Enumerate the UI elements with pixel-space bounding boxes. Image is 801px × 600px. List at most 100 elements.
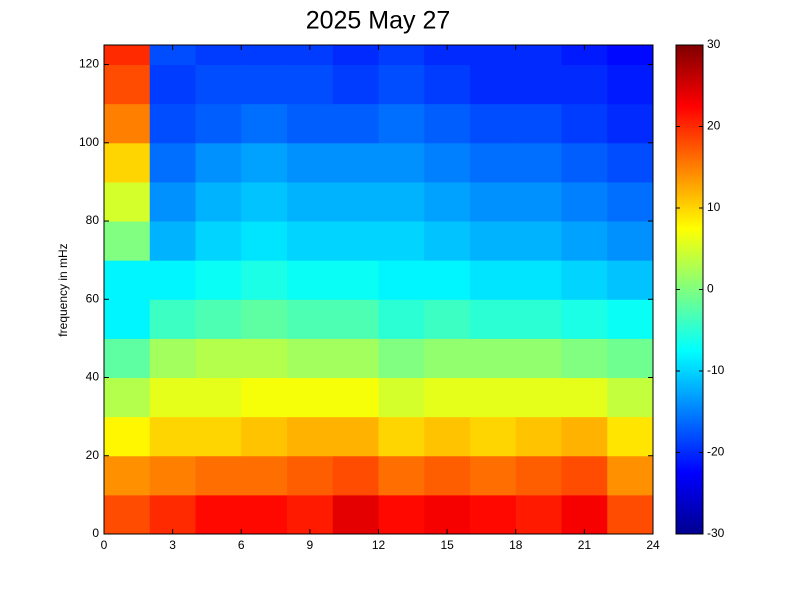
heatmap-cell [241,142,288,183]
y-tick-label: 120 [79,57,99,71]
heatmap-cell [149,377,196,418]
colorbar-tick-label: 10 [707,200,721,214]
heatmap-cell [104,142,151,183]
heatmap-cell [287,103,334,144]
heatmap-cell [149,142,196,183]
heatmap-cell [561,221,608,261]
heatmap-cell [470,377,517,418]
heatmap-cell [195,416,242,457]
heatmap-cell [515,103,562,144]
heatmap-cell [287,142,334,183]
heatmap-cell [104,377,151,418]
heatmap-cell [515,260,562,300]
heatmap-cell [424,338,471,379]
heatmap-cell [515,181,562,222]
x-tick-label: 18 [509,538,523,552]
heatmap-cell [607,64,654,105]
heatmap-cell [424,416,471,457]
heatmap-cell [424,221,471,261]
y-tick-label: 60 [86,291,100,305]
colorbar-tick-label: 20 [707,119,721,133]
x-tick-label: 12 [372,538,386,552]
heatmap-cell [470,260,517,300]
heatmap-cell [561,377,608,418]
heatmap-cell [515,416,562,457]
heatmap-cell [104,221,151,261]
heatmap-cell [378,181,425,222]
heatmap-cell [561,455,608,496]
heatmap-cell [378,260,425,300]
heatmap-cell [104,45,151,66]
heatmap-cell [561,142,608,183]
heatmap-cell [561,103,608,144]
heatmap-cell [104,260,151,300]
colorbar-tick-label: -20 [707,445,725,459]
heatmap-cell [470,494,517,535]
heatmap-cell [287,455,334,496]
heatmap-cell [470,142,517,183]
chart-title: 2025 May 27 [306,7,451,35]
heatmap-cell [332,260,379,300]
heatmap-cell [515,377,562,418]
heatmap-cell [287,416,334,457]
y-tick-label: 80 [86,213,100,227]
heatmap-cell [332,103,379,144]
heatmap-cell [515,338,562,379]
heatmap-cell [195,299,242,339]
heatmap-cell [149,103,196,144]
heatmap-cell [378,377,425,418]
heatmap-cell [424,142,471,183]
heatmap-cell [287,494,334,535]
heatmap-cell [195,260,242,300]
heatmap-cell [195,494,242,535]
heatmap-cell [104,299,151,339]
heatmap-cell [424,260,471,300]
heatmap-cell [607,299,654,339]
y-tick-label: 100 [79,135,99,149]
heatmap-cell [515,64,562,105]
heatmap-cell [561,494,608,535]
heatmap-cell [607,260,654,300]
colorbar-tick-label: 0 [707,282,714,296]
heatmap-cell [287,338,334,379]
heatmap-cell [607,494,654,535]
heatmap-cell [149,181,196,222]
heatmap-cell [515,142,562,183]
heatmap-cell [332,416,379,457]
heatmap-cell [378,455,425,496]
heatmap-cell [332,377,379,418]
heatmap-cell [424,45,471,66]
heatmap-cell [607,416,654,457]
heatmap-cell [378,338,425,379]
heatmap-cell [378,45,425,66]
colorbar-tick-label: 30 [707,37,721,51]
colorbar-tick-label: -10 [707,363,725,377]
heatmap-cell [332,142,379,183]
heatmap-cell [470,299,517,339]
heatmap-cell [241,260,288,300]
heatmap-cell [195,103,242,144]
heatmap-cell [607,221,654,261]
heatmap-cell [515,45,562,66]
colorbar [675,44,704,535]
heatmap-cell [332,45,379,66]
heatmap-cell [424,494,471,535]
heatmap-cell [149,494,196,535]
heatmap-cell [195,455,242,496]
heatmap-cell [195,142,242,183]
heatmap-cell [607,142,654,183]
heatmap-cell [104,455,151,496]
heatmap-cell [332,494,379,535]
heatmap-cell [378,494,425,535]
heatmap-cell [515,494,562,535]
heatmap-cell [241,416,288,457]
heatmap-cell [149,260,196,300]
heatmap-cell [241,181,288,222]
heatmap-cell [470,416,517,457]
x-tick-label: 15 [440,538,454,552]
heatmap-cell [332,455,379,496]
x-tick-label: 3 [169,538,176,552]
heatmap-cell [424,64,471,105]
heatmap-cell [378,64,425,105]
heatmap-cell [424,377,471,418]
